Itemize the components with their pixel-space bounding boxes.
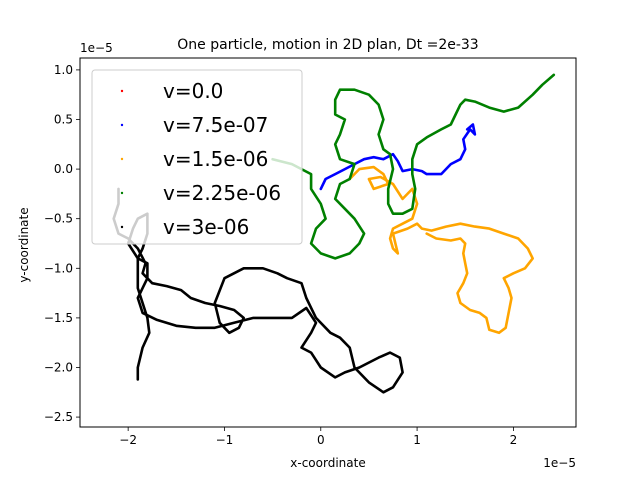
- x-offset-label: 1e−5: [543, 456, 576, 470]
- series-line-1: [319, 123, 477, 191]
- legend-marker-4: [120, 225, 124, 229]
- y-tick-label-7: −2.5: [44, 410, 73, 424]
- y-tick-label-1: 0.5: [54, 113, 73, 127]
- legend: v=0.0 v=7.5e-07 v=1.5e-06 v=2.25e-06 v=3e-06: [91, 69, 303, 245]
- x-axis-label: x-coordinate: [290, 456, 365, 470]
- x-tick-label-0: −2: [119, 433, 137, 447]
- y-tick-label-3: −0.5: [44, 212, 73, 226]
- x-tick-label-1: −1: [216, 433, 234, 447]
- chart-title: One particle, motion in 2D plan, Dt =2e-…: [177, 37, 478, 53]
- axes-frame: [79, 57, 577, 428]
- y-tick-label-6: −2.0: [44, 360, 73, 374]
- legend-marker-3: [120, 191, 124, 195]
- y-tick-label-4: −1.0: [44, 261, 73, 275]
- legend-marker-1: [120, 123, 124, 127]
- legend-label-4: v=3e-06: [163, 215, 249, 239]
- legend-label-2: v=1.5e-06: [163, 147, 268, 171]
- series-line-3: [271, 73, 556, 260]
- axes: −2 −1 0 1 2 1.0 0.5 0.0 −0.5 −1.0 −1.5 −2.0 −2.5: [44, 57, 577, 447]
- y-tick-label-2: 0.0: [54, 162, 73, 176]
- legend-label-1: v=7.5e-07: [163, 113, 268, 137]
- y-tick-label-5: −1.5: [44, 311, 73, 325]
- legend-label-3: v=2.25e-06: [163, 181, 281, 205]
- legend-label-0: v=0.0: [163, 79, 223, 103]
- legend-marker-0: [120, 89, 124, 93]
- y-axis-label: y-coordinate: [17, 207, 31, 282]
- x-tick-label-4: 2: [510, 433, 518, 447]
- x-tick-label-2: 0: [317, 433, 325, 447]
- x-tick-label-3: 1: [413, 433, 421, 447]
- y-offset-label: 1e−5: [80, 41, 113, 55]
- legend-marker-2: [120, 157, 124, 161]
- y-tick-label-0: 1.0: [54, 63, 73, 77]
- series-line-2: [348, 165, 534, 335]
- legend-box: [91, 69, 303, 245]
